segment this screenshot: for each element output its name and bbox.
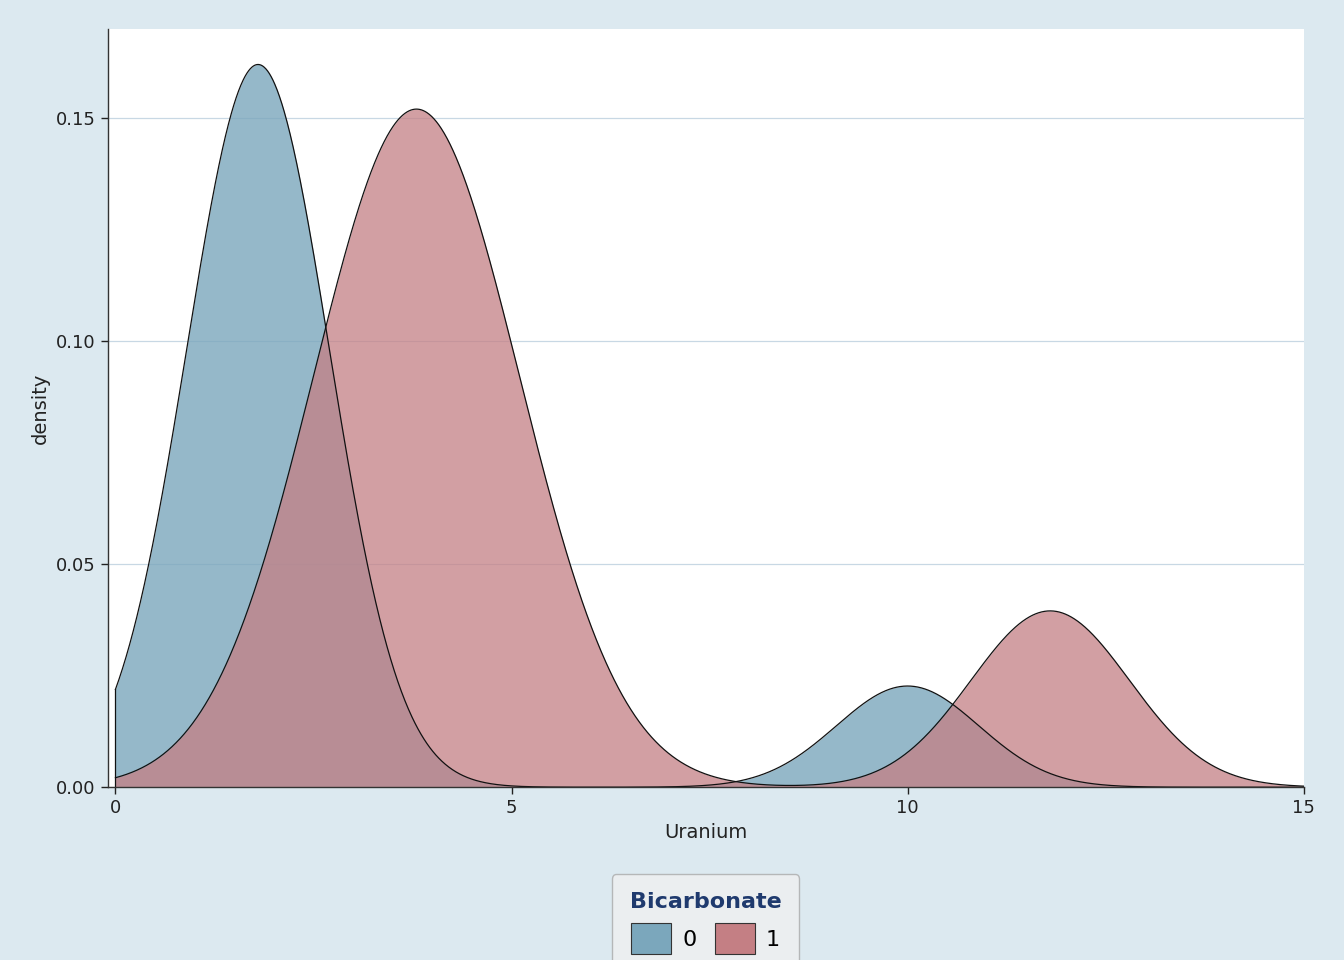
Legend: 0, 1: 0, 1 bbox=[612, 875, 800, 960]
Y-axis label: density: density bbox=[31, 372, 50, 444]
X-axis label: Uranium: Uranium bbox=[664, 823, 747, 842]
